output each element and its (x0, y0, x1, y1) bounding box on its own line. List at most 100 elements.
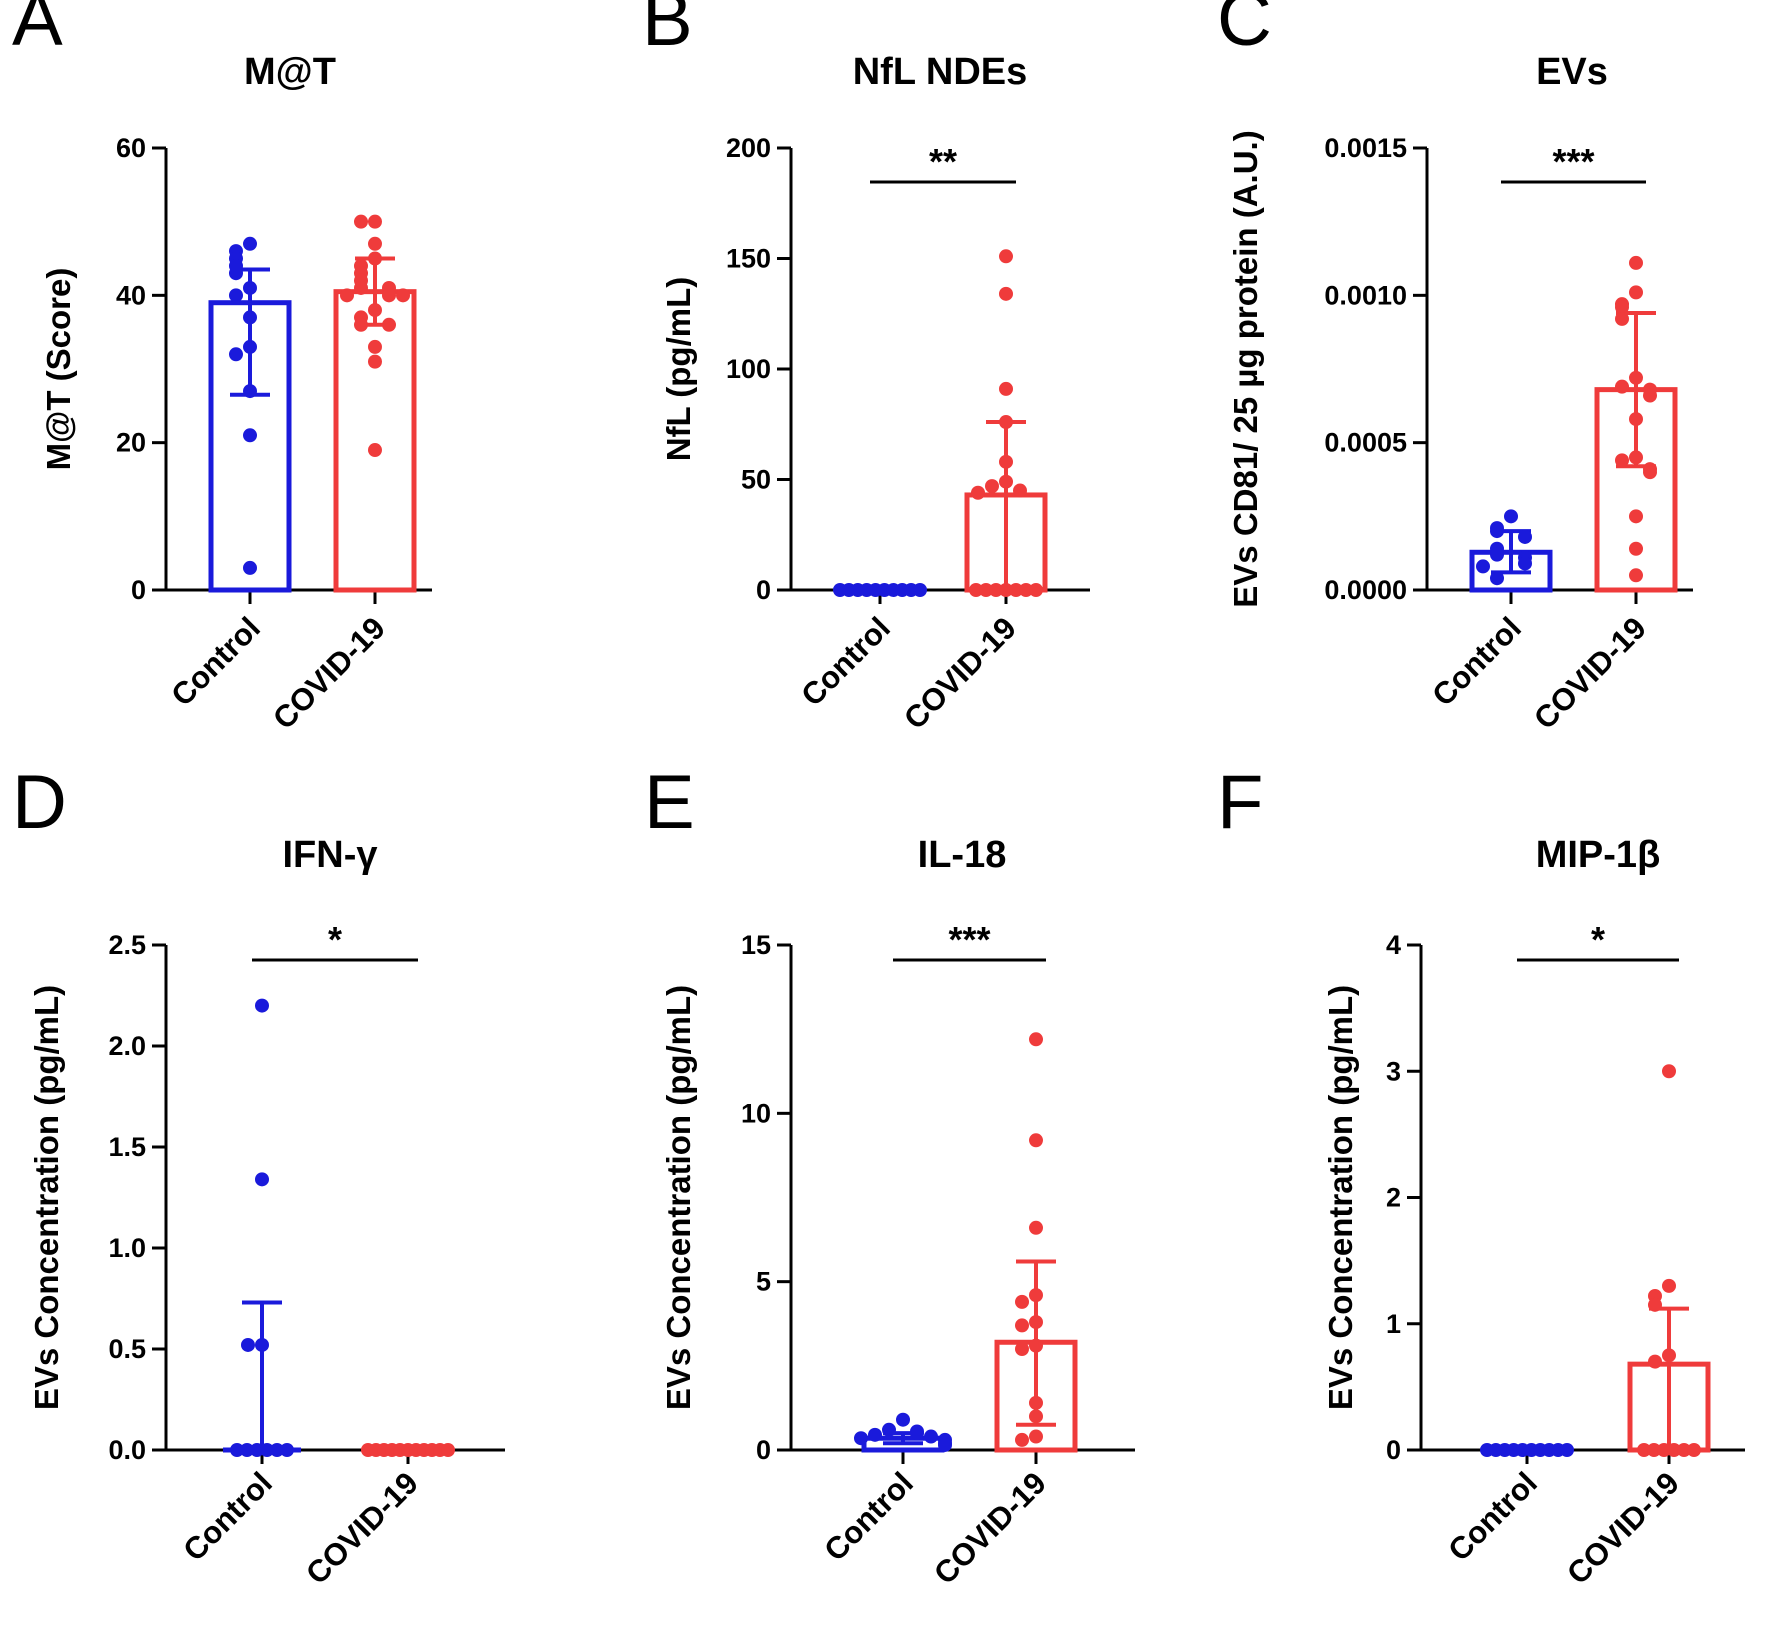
data-point (1019, 583, 1033, 597)
y-axis-label: NfL (pg/mL) (660, 277, 697, 462)
data-point (368, 443, 382, 458)
y-tick-label: 0.0 (108, 1435, 146, 1465)
data-point (1643, 388, 1657, 403)
data-point (1504, 509, 1518, 524)
data-point (1629, 541, 1643, 556)
data-point (1015, 1318, 1029, 1333)
data-point (368, 236, 382, 251)
data-point (1629, 285, 1643, 300)
data-point (1615, 311, 1629, 326)
y-tick-label: 20 (116, 428, 146, 458)
panel-b: B NfL NDEs NfL (pg/mL) 0 50 100 150 200 Control C… (642, 0, 1090, 736)
y-tick-label: 5 (756, 1267, 771, 1297)
data-point (368, 214, 382, 229)
data-point (1029, 1409, 1043, 1424)
data-point (1013, 483, 1027, 498)
data-point (1029, 1288, 1043, 1303)
data-point (382, 317, 396, 332)
data-point (979, 583, 993, 597)
data-point (1637, 1443, 1651, 1457)
significance-label: *** (948, 919, 990, 960)
significance-label: * (328, 919, 342, 960)
panel-c: C EVs EVs CD81/ 25 µg protein (A.U.) 0.0000… (1217, 0, 1693, 736)
panel-letter: E (644, 760, 695, 845)
x-tick-label: COVID-19 (266, 610, 392, 736)
y-tick-label: 50 (741, 465, 771, 495)
data-point (1518, 556, 1532, 571)
data-point (913, 583, 927, 597)
x-tick-label: Control (164, 610, 267, 713)
data-point (1029, 1395, 1043, 1410)
data-point (354, 280, 368, 295)
panel-e: E IL-18 EVs Concentration (pg/mL) 0 5 10 15 Con… (644, 760, 1135, 1591)
y-tick-label: 2.5 (108, 930, 146, 960)
y-axis-label: EVs Concentration (pg/mL) (660, 985, 697, 1410)
data-point (382, 288, 396, 303)
data-point (1629, 509, 1643, 524)
data-point (1009, 583, 1023, 597)
data-point (999, 249, 1013, 264)
data-point (368, 303, 382, 318)
y-tick-label: 0 (756, 575, 771, 605)
data-point (240, 1443, 254, 1457)
data-point (1662, 1278, 1676, 1293)
data-point (896, 1412, 910, 1427)
data-point (999, 415, 1013, 430)
significance-label: *** (1552, 141, 1594, 182)
data-point (1029, 1220, 1043, 1235)
data-point (1662, 1348, 1676, 1363)
data-point (971, 485, 985, 500)
y-axis-label: M@T (Score) (40, 268, 77, 471)
chart-title: IL-18 (918, 834, 1007, 876)
data-point (1029, 1338, 1043, 1353)
data-point (243, 280, 257, 295)
data-point (969, 583, 983, 597)
y-axis-label: EVs CD81/ 25 µg protein (A.U.) (1227, 130, 1264, 607)
x-tick-label: Control (1441, 1465, 1544, 1568)
data-point (230, 1443, 244, 1457)
data-point (255, 998, 269, 1013)
data-point (243, 236, 257, 251)
data-point (1667, 1443, 1681, 1457)
data-point (1615, 379, 1629, 394)
data-point (340, 288, 354, 303)
data-point (1029, 583, 1043, 597)
data-point (368, 251, 382, 266)
x-tick-label: Control (1425, 610, 1528, 713)
y-tick-label: 10 (741, 1098, 771, 1128)
data-point (243, 339, 257, 354)
data-point (243, 310, 257, 325)
data-point (1629, 568, 1643, 583)
y-tick-label: 1.5 (108, 1132, 146, 1162)
data-point (910, 1426, 924, 1441)
panel-f: F MIP-1β EVs Concentration (pg/mL) 0 1 2 3 4 Con… (1217, 760, 1745, 1591)
data-point (229, 266, 243, 281)
data-point (1615, 453, 1629, 468)
x-tick-label: Control (176, 1465, 279, 1568)
data-point (924, 1429, 938, 1444)
data-point (1029, 1133, 1043, 1148)
data-point (1015, 1342, 1029, 1356)
data-point (241, 1337, 255, 1352)
chart-title: IFN-γ (283, 834, 378, 876)
x-tick-label: COVID-19 (927, 1465, 1053, 1591)
y-tick-label: 200 (726, 133, 771, 163)
data-point (396, 288, 410, 303)
y-tick-label: 60 (116, 133, 146, 163)
y-tick-label: 2.0 (108, 1031, 146, 1061)
data-point (1615, 300, 1629, 315)
x-tick-label: Control (817, 1465, 920, 1568)
data-point (441, 1443, 455, 1457)
y-tick-label: 0.0000 (1324, 575, 1407, 605)
data-point (882, 1422, 896, 1437)
data-point (999, 583, 1013, 597)
data-point (229, 347, 243, 362)
data-point (1029, 1032, 1043, 1047)
data-point (999, 286, 1013, 301)
data-point (354, 214, 368, 229)
data-point (1643, 465, 1657, 480)
panel-letter: F (1217, 760, 1263, 845)
data-point (280, 1443, 294, 1457)
data-point (1029, 1315, 1043, 1330)
y-tick-label: 0 (756, 1435, 771, 1465)
